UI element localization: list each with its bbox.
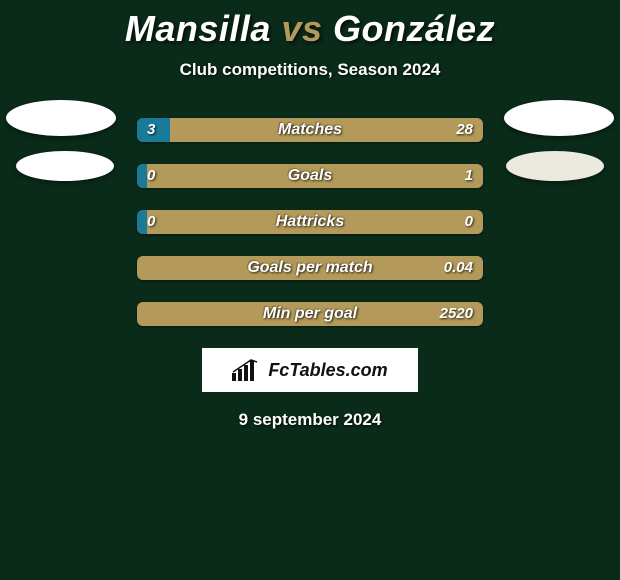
stat-label: Goals [137, 164, 483, 188]
bars-icon [232, 359, 262, 381]
stat-rows: 328Matches 01Goals 00Hattricks 0.04Goals pe… [0, 118, 620, 326]
subtitle: Club competitions, Season 2024 [0, 60, 620, 80]
page-title: Mansilla vs González [0, 8, 620, 50]
avatar-player1-bottom [16, 151, 114, 181]
avatar-player1-top [6, 100, 116, 136]
date: 9 september 2024 [0, 410, 620, 430]
stat-label: Min per goal [137, 302, 483, 326]
stat-row: 2520Min per goal [137, 302, 483, 326]
stat-label: Matches [137, 118, 483, 142]
stat-label: Goals per match [137, 256, 483, 280]
vs-separator: vs [281, 8, 322, 49]
player1-name: Mansilla [125, 8, 271, 49]
stat-row: 01Goals [137, 164, 483, 188]
stat-row: 00Hattricks [137, 210, 483, 234]
logo-text: FcTables.com [268, 360, 387, 381]
avatar-player2-bottom [506, 151, 604, 181]
stat-row: 0.04Goals per match [137, 256, 483, 280]
comparison-card: Mansilla vs González Club competitions, … [0, 0, 620, 430]
stat-label: Hattricks [137, 210, 483, 234]
player2-name: González [333, 8, 495, 49]
logo-box: FcTables.com [202, 348, 418, 392]
avatar-player2-top [504, 100, 614, 136]
stat-row: 328Matches [137, 118, 483, 142]
